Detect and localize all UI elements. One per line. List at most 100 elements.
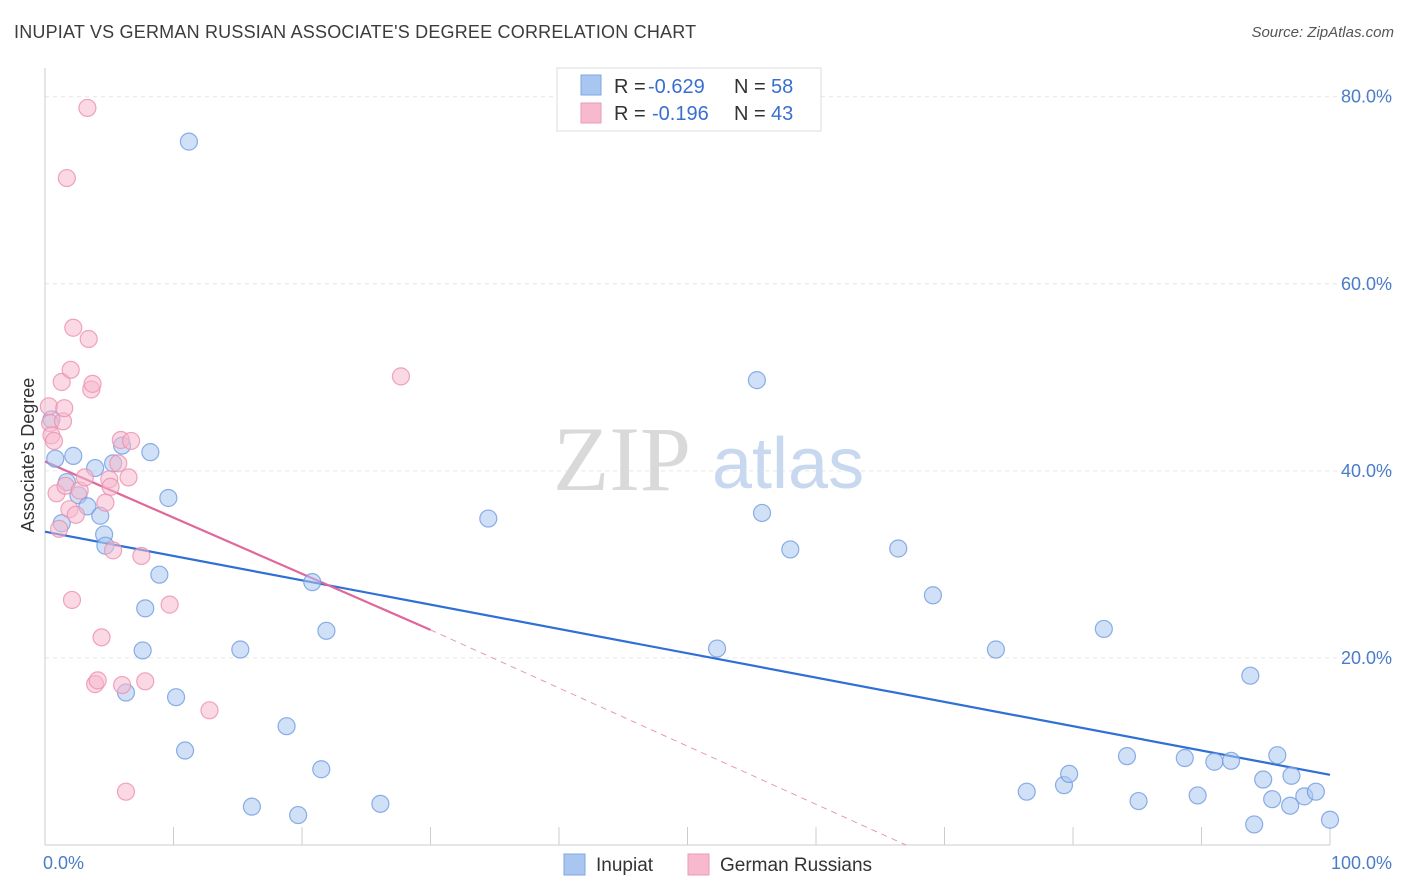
point-inupiat-23 xyxy=(242,797,261,816)
point-german-russians-38 xyxy=(200,701,219,720)
point-inupiat-30 xyxy=(479,509,498,528)
stats-r-label-inupiat: R = xyxy=(614,76,646,98)
point-inupiat-14 xyxy=(133,641,152,660)
point-inupiat-44 xyxy=(1175,748,1194,768)
point-german-russians-3 xyxy=(44,431,64,451)
point-german-russians-13 xyxy=(62,590,82,610)
point-inupiat-18 xyxy=(159,488,178,508)
axes xyxy=(44,68,1331,846)
point-inupiat-31 xyxy=(707,639,727,658)
stats-legend-swatch-inupiat xyxy=(580,74,602,96)
chart-title: INUPIAT VS GERMAN RUSSIAN ASSOCIATE'S DE… xyxy=(14,22,697,42)
point-inupiat-17 xyxy=(150,565,169,584)
point-inupiat-32 xyxy=(747,371,766,390)
point-inupiat-43 xyxy=(1129,791,1148,811)
series-legend: Inupiat German Russians xyxy=(563,853,872,876)
point-inupiat-54 xyxy=(1282,766,1301,785)
data-points xyxy=(39,98,1340,834)
point-german-russians-33 xyxy=(119,468,138,487)
y-tick-label-2: 60.0% xyxy=(1341,274,1392,294)
stats-n-label-inupiat: N = xyxy=(734,76,766,98)
point-german-russians-10 xyxy=(57,168,76,188)
point-inupiat-1 xyxy=(46,449,65,468)
point-german-russians-18 xyxy=(78,98,97,118)
y-tick-label-3: 80.0% xyxy=(1341,87,1392,107)
legend-swatch-german-russians xyxy=(687,853,710,876)
point-inupiat-37 xyxy=(986,640,1006,659)
point-inupiat-27 xyxy=(312,760,331,779)
point-german-russians-31 xyxy=(112,675,132,695)
point-german-russians-21 xyxy=(83,374,102,393)
point-german-russians-17 xyxy=(75,468,94,487)
point-inupiat-56 xyxy=(1306,782,1325,801)
stats-n-label-german-russians: N = xyxy=(734,103,766,125)
point-inupiat-20 xyxy=(175,741,195,760)
legend-swatch-inupiat xyxy=(563,853,586,876)
point-german-russians-34 xyxy=(121,431,141,451)
point-german-russians-36 xyxy=(136,672,155,691)
point-inupiat-29 xyxy=(371,794,390,813)
point-inupiat-46 xyxy=(1205,752,1224,771)
point-german-russians-5 xyxy=(50,519,69,538)
point-german-russians-25 xyxy=(96,493,115,512)
point-inupiat-47 xyxy=(1221,751,1241,770)
point-german-russians-6 xyxy=(52,372,71,392)
legend-label-inupiat: Inupiat xyxy=(596,855,654,876)
point-german-russians-32 xyxy=(116,782,136,801)
y-tick-label-1: 40.0% xyxy=(1341,461,1392,481)
trend-line-inupiat xyxy=(44,530,1331,776)
point-inupiat-21 xyxy=(179,132,199,151)
stats-n-value-german-russians: 43 xyxy=(771,103,793,125)
point-german-russians-14 xyxy=(64,318,83,337)
point-inupiat-38 xyxy=(1017,782,1036,801)
y-tick-label-0: 20.0% xyxy=(1341,648,1392,668)
legend-label-german-russians: German Russians xyxy=(720,855,872,876)
point-inupiat-36 xyxy=(923,586,943,605)
point-inupiat-52 xyxy=(1268,746,1287,765)
point-german-russians-28 xyxy=(104,541,123,560)
trend-extension-german-russians xyxy=(430,629,907,846)
source-label: Source: ZipAtlas.com xyxy=(1251,24,1394,41)
point-german-russians-35 xyxy=(132,546,151,566)
stats-legend-swatch-german-russians xyxy=(580,102,602,124)
watermark-zip: ZIP xyxy=(553,408,691,510)
x-tick-label-0: 0.0% xyxy=(43,853,84,873)
stats-legend: R = -0.629 N = 58 R = -0.196 N = 43 xyxy=(556,67,822,132)
point-inupiat-4 xyxy=(64,446,83,465)
watermark-atlas: atlas xyxy=(712,424,864,504)
point-inupiat-57 xyxy=(1320,810,1340,829)
point-inupiat-15 xyxy=(136,599,155,618)
point-german-russians-39 xyxy=(391,367,411,386)
point-german-russians-8 xyxy=(55,399,74,418)
point-inupiat-34 xyxy=(781,540,800,559)
point-inupiat-49 xyxy=(1245,815,1264,834)
point-inupiat-19 xyxy=(166,688,186,707)
point-inupiat-42 xyxy=(1117,747,1137,766)
point-inupiat-28 xyxy=(317,621,336,640)
point-inupiat-22 xyxy=(231,640,250,659)
point-german-russians-37 xyxy=(160,595,179,614)
point-inupiat-33 xyxy=(752,503,772,523)
point-german-russians-29 xyxy=(109,454,128,473)
point-inupiat-26 xyxy=(303,573,322,592)
point-inupiat-25 xyxy=(289,805,308,825)
point-german-russians-27 xyxy=(101,477,120,496)
point-german-russians-15 xyxy=(66,505,85,524)
point-inupiat-50 xyxy=(1254,770,1273,789)
y-axis-title: Associate's Degree xyxy=(18,378,38,533)
point-german-russians-12 xyxy=(61,360,80,379)
point-inupiat-48 xyxy=(1241,666,1260,685)
point-german-russians-19 xyxy=(79,329,98,349)
point-inupiat-40 xyxy=(1060,764,1079,784)
point-inupiat-41 xyxy=(1094,619,1113,639)
point-inupiat-35 xyxy=(889,539,908,558)
point-inupiat-51 xyxy=(1263,790,1282,809)
stats-r-label-german-russians: R = xyxy=(614,103,646,125)
stats-r-value-german-russians: -0.196 xyxy=(652,103,709,125)
point-inupiat-24 xyxy=(277,717,296,736)
point-inupiat-53 xyxy=(1281,796,1300,815)
watermark: ZIP atlas xyxy=(553,408,864,510)
point-german-russians-0 xyxy=(39,397,58,416)
point-inupiat-45 xyxy=(1188,786,1207,805)
